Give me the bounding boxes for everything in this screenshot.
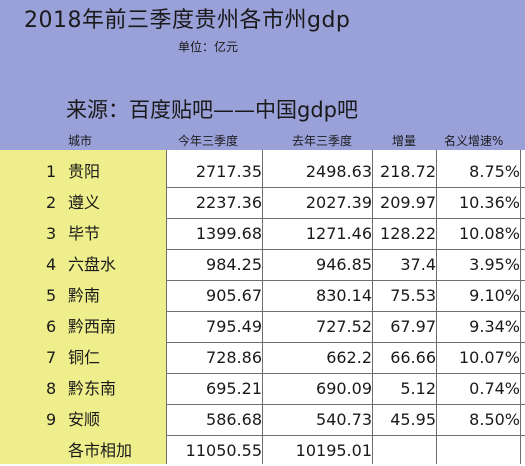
city-cell: 黔西南	[68, 317, 117, 336]
city-label-band	[0, 150, 166, 464]
growth-cell: 3.95%	[469, 255, 520, 274]
grid-line	[436, 150, 437, 464]
city-cell: 六盘水	[68, 255, 117, 274]
table-row: 4 六盘水 984.25 946.85 37.4 3.95%	[0, 249, 525, 280]
table-row: 3 毕节 1399.68 1271.46 128.22 10.08%	[0, 218, 525, 249]
increase-cell: 128.22	[380, 224, 436, 243]
previous-cell: 1271.46	[305, 224, 372, 243]
city-cell: 黔东南	[68, 379, 117, 398]
grid-line	[166, 404, 525, 405]
growth-cell: 0.74%	[469, 379, 520, 398]
grid-line	[166, 342, 525, 343]
current-cell: 2237.36	[195, 193, 262, 212]
previous-cell: 727.52	[316, 317, 372, 336]
city-cell: 安顺	[68, 410, 101, 429]
increase-cell: 67.97	[390, 317, 436, 336]
column-header-increase: 增量	[392, 134, 417, 148]
grid-line	[166, 187, 525, 188]
table-row: 9 安顺 586.68 540.73 45.95 8.50%	[0, 404, 525, 435]
increase-cell: 37.4	[400, 255, 436, 274]
previous-cell: 690.09	[316, 379, 372, 398]
current-cell: 695.21	[206, 379, 262, 398]
table-row: 8 黔东南 695.21 690.09 5.12 0.74%	[0, 373, 525, 404]
table-row: 1 贵阳 2717.35 2498.63 218.72 8.75%	[0, 156, 525, 187]
grid-line	[166, 218, 525, 219]
previous-cell: 2027.39	[305, 193, 372, 212]
growth-cell: 10.08%	[458, 224, 520, 243]
city-cell: 黔南	[68, 286, 101, 305]
growth-cell: 8.75%	[469, 162, 520, 181]
total-label: 各市相加	[68, 441, 133, 460]
grid-line	[262, 150, 263, 464]
table-row: 5 黔南 905.67 830.14 75.53 9.10%	[0, 280, 525, 311]
grid-line	[166, 373, 525, 374]
grid-line	[166, 311, 525, 312]
previous-cell: 946.85	[316, 255, 372, 274]
total-row: 各市相加 11050.55 10195.01	[0, 435, 525, 466]
city-cell: 铜仁	[68, 348, 101, 367]
grid-line	[166, 150, 167, 464]
grid-line	[520, 150, 521, 464]
table-row: 6 黔西南 795.49 727.52 67.97 9.34%	[0, 311, 525, 342]
header-band	[0, 0, 525, 150]
grid-line	[166, 435, 525, 436]
current-cell: 795.49	[206, 317, 262, 336]
total-current-cell: 11050.55	[185, 441, 262, 460]
rank-cell: 9	[46, 410, 57, 429]
table-row: 2 遵义 2237.36 2027.39 209.97 10.36%	[0, 187, 525, 218]
rank-cell: 7	[46, 348, 57, 367]
increase-cell: 209.97	[380, 193, 436, 212]
current-cell: 1399.68	[195, 224, 262, 243]
growth-cell: 8.50%	[469, 410, 520, 429]
increase-cell: 5.12	[400, 379, 436, 398]
increase-cell: 218.72	[380, 162, 436, 181]
table-row: 7 铜仁 728.86 662.2 66.66 10.07%	[0, 342, 525, 373]
increase-cell: 75.53	[390, 286, 436, 305]
column-header-current: 今年三季度	[178, 134, 239, 148]
current-cell: 728.86	[206, 348, 262, 367]
increase-cell: 66.66	[390, 348, 436, 367]
growth-cell: 10.36%	[458, 193, 520, 212]
grid-line	[372, 150, 373, 464]
previous-cell: 662.2	[326, 348, 372, 367]
previous-cell: 540.73	[316, 410, 372, 429]
growth-cell: 9.34%	[469, 317, 520, 336]
city-cell: 毕节	[68, 224, 101, 243]
total-previous-cell: 10195.01	[295, 441, 372, 460]
rank-cell: 5	[46, 286, 57, 305]
growth-cell: 9.10%	[469, 286, 520, 305]
page-title: 2018年前三季度贵州各市州gdp	[24, 8, 351, 33]
current-cell: 905.67	[206, 286, 262, 305]
rank-cell: 4	[46, 255, 57, 274]
source-label: 来源：百度贴吧——中国gdp吧	[66, 98, 358, 122]
grid-line	[166, 280, 525, 281]
current-cell: 984.25	[206, 255, 262, 274]
growth-cell: 10.07%	[458, 348, 520, 367]
previous-cell: 2498.63	[305, 162, 372, 181]
increase-cell: 45.95	[390, 410, 436, 429]
rank-cell: 6	[46, 317, 57, 336]
current-cell: 2717.35	[195, 162, 262, 181]
column-header-city: 城市	[68, 134, 93, 148]
rank-cell: 8	[46, 379, 57, 398]
unit-label: 单位：亿元	[178, 40, 239, 54]
rank-cell: 2	[46, 193, 57, 212]
current-cell: 586.68	[206, 410, 262, 429]
rank-cell: 1	[46, 162, 57, 181]
rank-cell: 3	[46, 224, 57, 243]
city-cell: 贵阳	[68, 162, 101, 181]
column-header-growth: 名义增速%	[444, 134, 504, 148]
city-cell: 遵义	[68, 193, 101, 212]
column-header-previous: 去年三季度	[292, 134, 353, 148]
previous-cell: 830.14	[316, 286, 372, 305]
grid-line	[166, 249, 525, 250]
